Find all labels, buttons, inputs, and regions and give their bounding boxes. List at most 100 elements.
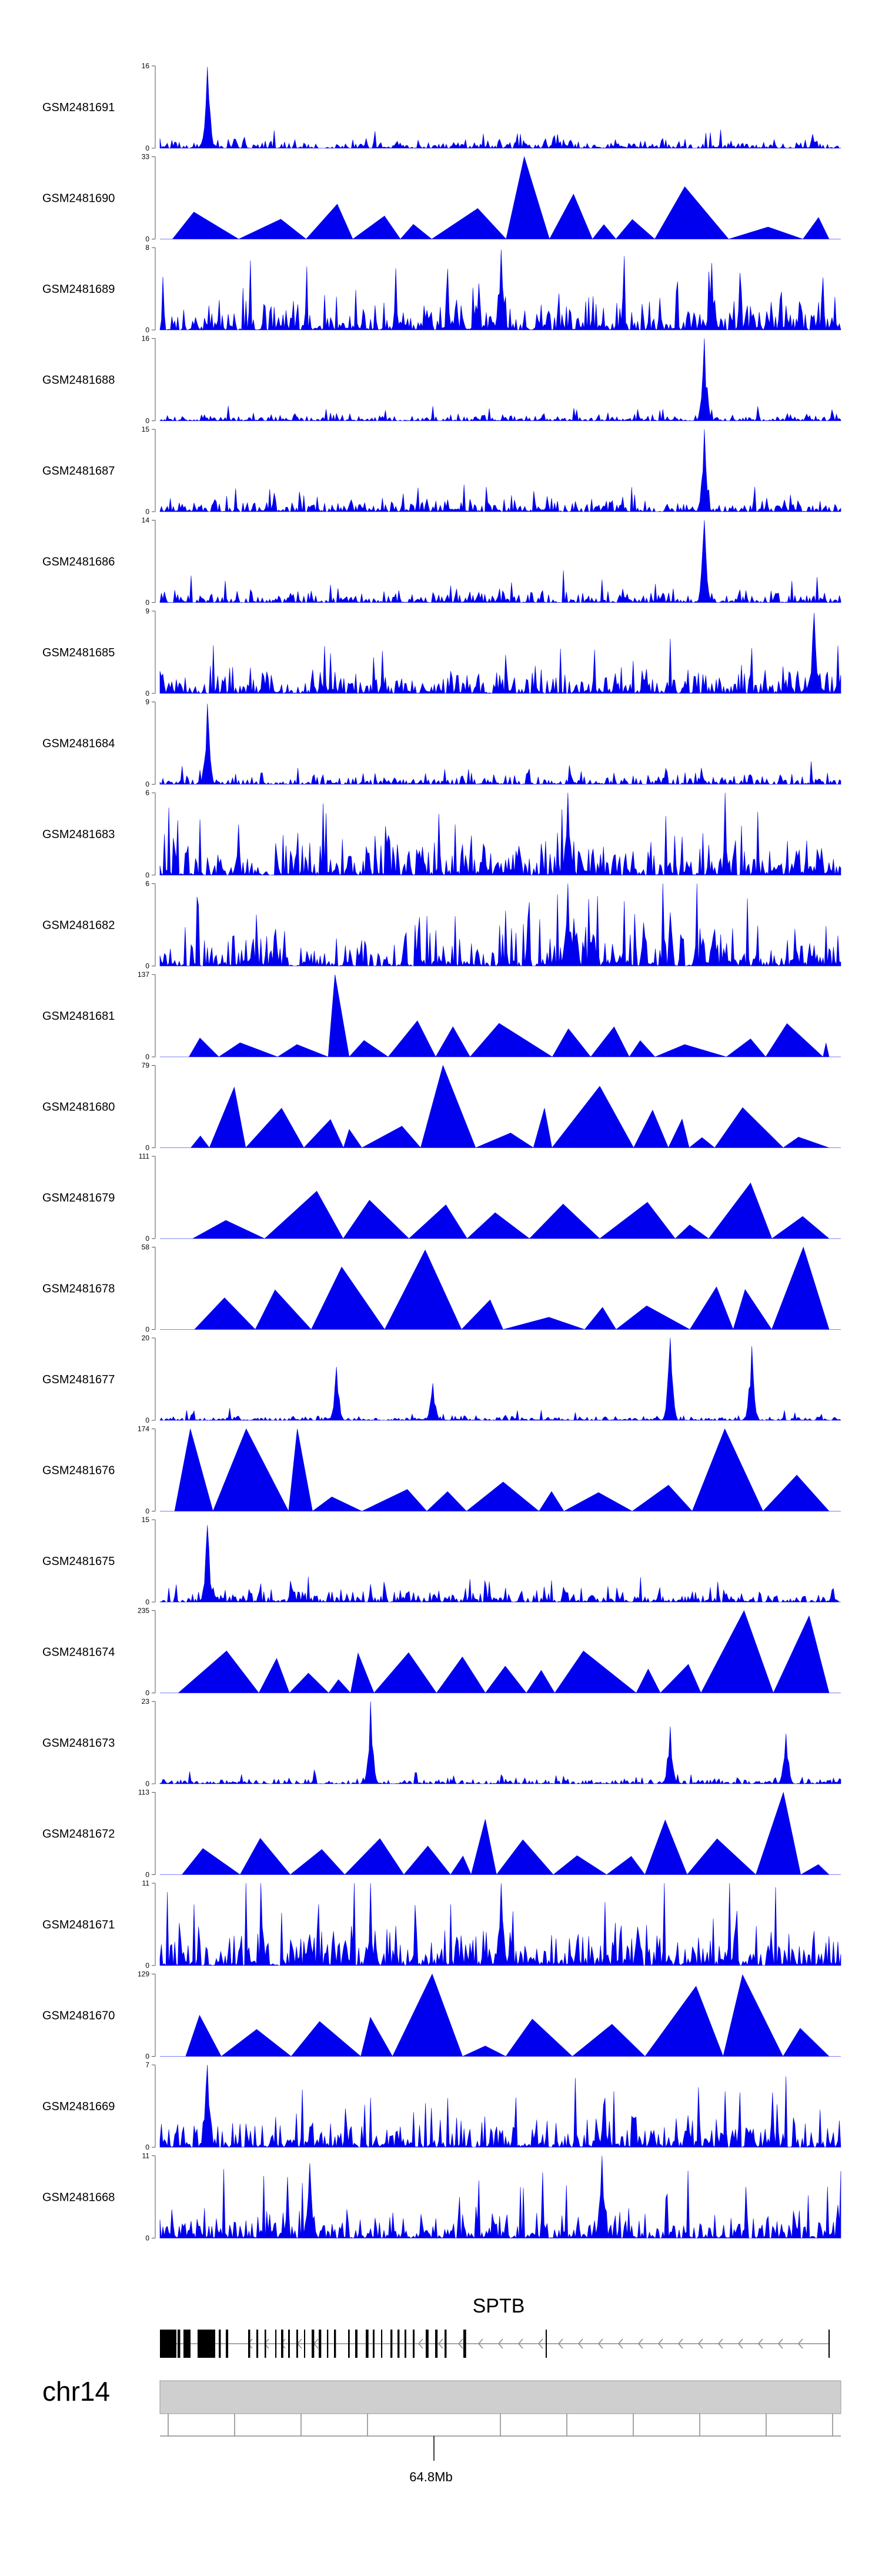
y-tick-label-max: 137 [138, 970, 149, 979]
exon [319, 2330, 322, 2358]
y-tick-label-max: 14 [142, 516, 150, 525]
exon [281, 2330, 283, 2358]
y-tick-label-max: 113 [138, 1788, 149, 1797]
y-tick-label-min: 0 [145, 689, 149, 698]
y-tick-label-max: 9 [145, 698, 149, 706]
y-tick-label-max: 129 [138, 1970, 149, 1978]
coverage-area [160, 1791, 841, 1876]
genome-axis [160, 2414, 841, 2461]
track-GSM2481673: GSM2481673 23 0 [42, 1697, 841, 1788]
strand-arrow [518, 2338, 523, 2349]
y-tick-label-max: 6 [145, 880, 149, 888]
chromosome-ideogram: chr14 64.8Mb [42, 2376, 841, 2484]
exon [304, 2330, 306, 2358]
coverage-area [160, 1182, 841, 1239]
y-tick-label-min: 0 [145, 1326, 149, 1334]
exon [188, 2330, 191, 2358]
track-label: GSM2481669 [42, 2100, 115, 2113]
strand-arrow [458, 2338, 463, 2349]
exon [256, 2330, 259, 2358]
track-label: GSM2481675 [42, 1555, 115, 1568]
track-GSM2481683: GSM2481683 6 0 [42, 789, 841, 879]
exon [327, 2330, 329, 2358]
exon [413, 2330, 415, 2358]
strand-arrow [718, 2338, 723, 2349]
track-label: GSM2481677 [42, 1373, 115, 1386]
y-tick-label-max: 9 [145, 607, 149, 615]
y-tick-label-min: 0 [145, 2234, 149, 2243]
track-GSM2481669: GSM2481669 7 0 [42, 2061, 841, 2151]
track-GSM2481690: GSM2481690 33 0 [42, 153, 841, 243]
strand-arrow [578, 2338, 583, 2349]
strand-arrow [798, 2338, 803, 2349]
track-GSM2481681: GSM2481681 137 0 [42, 970, 841, 1061]
strand-arrow [418, 2338, 423, 2349]
strand-arrow [558, 2338, 563, 2349]
exon [373, 2330, 375, 2358]
exon [296, 2330, 298, 2358]
track-GSM2481684: GSM2481684 9 0 [42, 698, 841, 789]
y-tick-label-min: 0 [145, 144, 149, 152]
strand-arrow [698, 2338, 703, 2349]
track-GSM2481682: GSM2481682 6 0 [42, 880, 841, 970]
y-tick-label-max: 235 [138, 1607, 149, 1615]
track-label: GSM2481684 [42, 738, 115, 750]
track-GSM2481676: GSM2481676 174 0 [42, 1425, 841, 1516]
track-label: GSM2481673 [42, 1737, 115, 1750]
data-tracks: GSM2481691160GSM2481690330GSM248168980GS… [42, 62, 841, 2243]
y-tick-label-min: 0 [145, 235, 149, 243]
y-tick-label-min: 0 [145, 508, 149, 516]
track-label: GSM2481683 [42, 828, 115, 841]
y-tick-label-min: 0 [145, 1507, 149, 1516]
coverage-area [160, 1065, 841, 1149]
y-tick-label-min: 0 [145, 2143, 149, 2151]
y-tick-label-min: 0 [145, 780, 149, 789]
track-label: GSM2481686 [42, 556, 115, 569]
coverage-area [159, 1883, 841, 1967]
y-tick-label-min: 0 [145, 1144, 149, 1152]
y-tick-label-max: 79 [142, 1062, 150, 1070]
track-GSM2481671: GSM2481671 11 0 [42, 1879, 841, 1970]
track-GSM2481668: GSM2481668 11 0 [42, 2152, 841, 2243]
coverage-area [160, 1428, 841, 1512]
y-tick-label-min: 0 [145, 417, 149, 425]
strand-arrow [778, 2338, 783, 2349]
track-GSM2481675: GSM2481675 15 0 [42, 1516, 841, 1606]
track-label: GSM2481688 [42, 374, 115, 387]
y-tick-label-min: 0 [145, 1416, 149, 1424]
y-tick-label-min: 0 [145, 599, 149, 607]
track-label: GSM2481691 [42, 101, 115, 114]
chromosome-label: chr14 [42, 2376, 110, 2407]
chromosome-bar [159, 2380, 841, 2414]
coverage-area [160, 156, 841, 240]
y-tick-label-max: 58 [142, 1243, 150, 1252]
track-label: GSM2481679 [42, 1192, 115, 1204]
track-GSM2481672: GSM2481672 113 0 [42, 1788, 841, 1879]
exon [226, 2330, 229, 2358]
track-GSM2481688: GSM2481688 16 0 [42, 335, 841, 425]
y-tick-label-min: 0 [145, 1598, 149, 1606]
exon [160, 2330, 176, 2358]
coverage-area [160, 1246, 841, 1330]
exon [198, 2330, 215, 2358]
y-tick-label-min: 0 [145, 326, 149, 334]
y-tick-label-max: 8 [145, 243, 149, 252]
y-tick-label-max: 7 [145, 2061, 149, 2069]
coverage-area [159, 1701, 841, 1785]
track-GSM2481677: GSM2481677 20 0 [42, 1334, 841, 1424]
y-tick-label-min: 0 [145, 1689, 149, 1697]
exon [397, 2330, 400, 2358]
track-label: GSM2481671 [42, 1918, 115, 1931]
y-tick-label-max: 16 [142, 335, 150, 343]
y-tick-label-max: 15 [142, 425, 150, 433]
track-GSM2481687: GSM2481687 15 0 [42, 425, 841, 516]
exon [435, 2330, 438, 2358]
y-tick-label-max: 20 [142, 1334, 150, 1342]
exon [248, 2330, 250, 2358]
track-label: GSM2481680 [42, 1101, 115, 1114]
y-tick-label-max: 15 [142, 1516, 150, 1524]
track-label: GSM2481682 [42, 919, 115, 932]
strand-arrow [618, 2338, 623, 2349]
y-tick-label-max: 16 [142, 62, 150, 70]
